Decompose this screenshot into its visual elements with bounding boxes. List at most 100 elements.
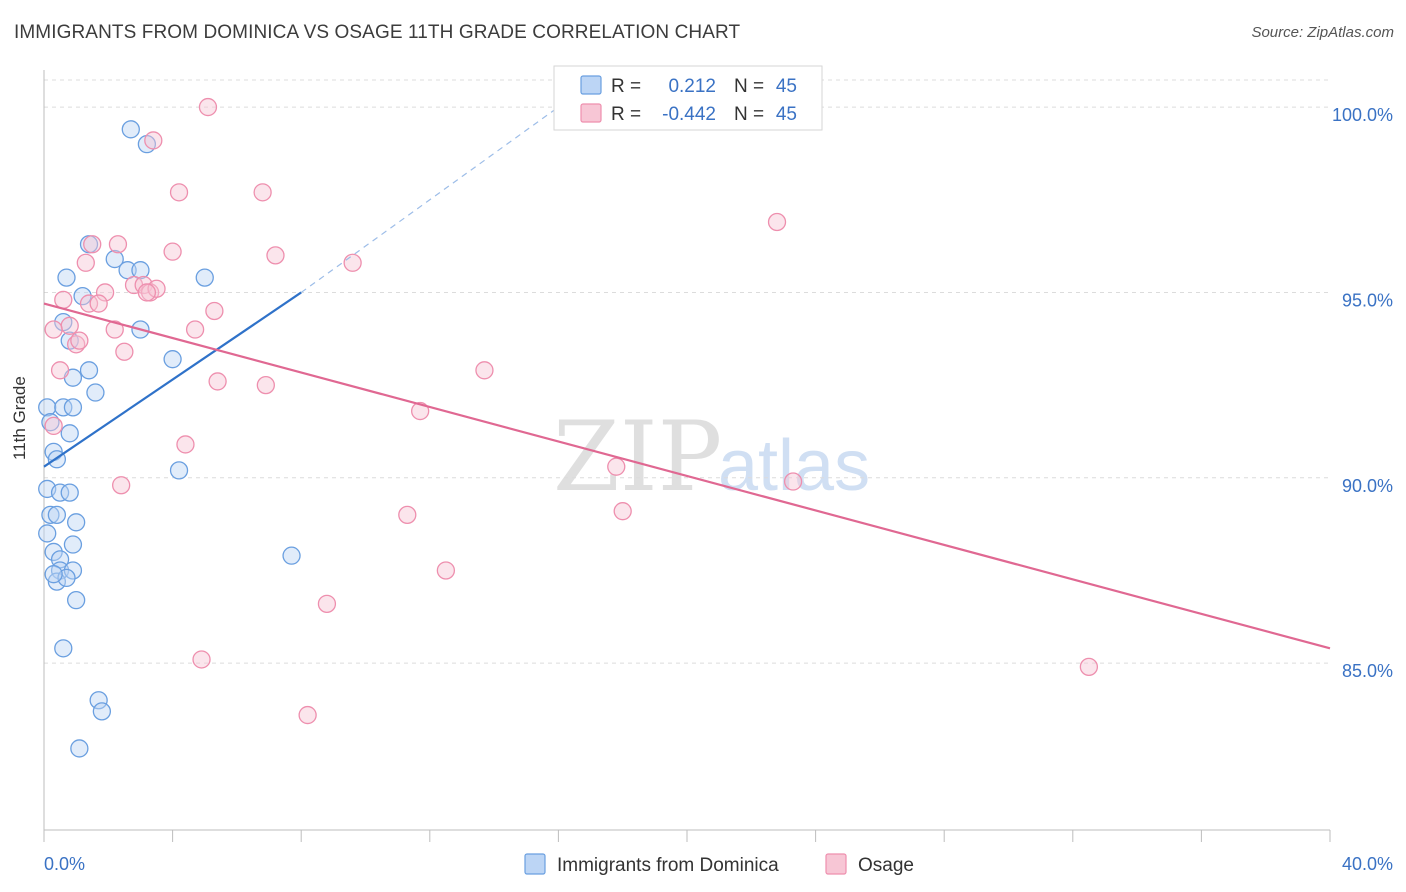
data-point (86, 383, 105, 402)
data-point (317, 594, 337, 614)
data-point (41, 505, 60, 525)
data-point (475, 361, 494, 380)
data-point (436, 561, 456, 580)
trend-line-dominica-extension (300, 106, 559, 293)
data-point (176, 435, 195, 454)
data-point (205, 301, 224, 321)
data-point (95, 283, 115, 302)
data-point (282, 546, 301, 565)
legend-r-value: 0.212 (668, 76, 716, 97)
legend-swatch (580, 75, 602, 95)
watermark-zip: ZIP (553, 401, 722, 513)
data-point (70, 739, 89, 758)
data-point (137, 283, 157, 302)
data-point (256, 375, 275, 395)
data-point (73, 286, 92, 306)
data-point (783, 472, 803, 491)
bottom-legend: Immigrants from Dominica Osage (524, 853, 914, 876)
legend-r-label: R = (611, 104, 641, 125)
data-point (79, 361, 99, 380)
data-point (343, 253, 362, 272)
data-point (105, 320, 124, 339)
data-point (298, 705, 317, 725)
data-point (60, 424, 79, 443)
y-tick-label: 95.0% (1342, 290, 1393, 310)
data-point (121, 120, 140, 139)
legend-swatch (580, 103, 602, 123)
data-point (398, 505, 417, 525)
data-point (44, 320, 63, 339)
data-point (47, 505, 67, 525)
data-point (38, 398, 57, 417)
data-point (411, 401, 430, 421)
data-point (76, 253, 95, 272)
data-point (613, 502, 632, 521)
x-tick-label-max: 40.0% (1342, 854, 1393, 874)
data-point (169, 183, 189, 202)
series-osage (44, 97, 1099, 725)
data-point (169, 461, 189, 480)
bottom-legend-swatch (524, 853, 546, 875)
data-point (54, 639, 73, 658)
data-point (185, 320, 205, 339)
data-point (89, 691, 108, 710)
y-tick-label: 90.0% (1342, 476, 1393, 496)
trend-line-dominica (43, 291, 302, 468)
data-point (163, 242, 182, 261)
data-point (1079, 657, 1099, 677)
y-tick-label: 85.0% (1342, 661, 1393, 681)
data-point (198, 97, 218, 117)
watermark-atlas: atlas (718, 426, 870, 506)
legend-n-label: N = (734, 104, 764, 125)
legend-r-value: -0.442 (662, 104, 716, 125)
data-point (115, 342, 134, 361)
data-point (112, 476, 131, 495)
data-point (60, 316, 79, 335)
data-point (67, 513, 86, 532)
trend-line-osage (43, 302, 1331, 650)
data-point (44, 416, 63, 436)
data-point (63, 535, 83, 554)
source-label: Source: ZipAtlas.com (1251, 24, 1394, 41)
data-point (83, 235, 102, 254)
data-point (60, 483, 79, 502)
data-point (607, 457, 626, 476)
data-point (144, 131, 163, 150)
data-point (105, 249, 124, 269)
series-dominica (38, 120, 301, 758)
data-point (63, 398, 83, 417)
x-tick-label-min: 0.0% (44, 854, 85, 874)
data-point (67, 590, 86, 610)
data-point (54, 290, 73, 310)
data-point (253, 183, 272, 202)
data-point (50, 483, 70, 502)
data-point (79, 294, 99, 313)
data-point (70, 331, 89, 350)
data-point (63, 561, 83, 580)
data-point (108, 235, 128, 254)
bottom-legend-swatch (825, 853, 847, 875)
data-point (163, 350, 182, 369)
data-point (767, 212, 787, 232)
data-point (57, 268, 76, 287)
bottom-legend-label: Osage (858, 855, 914, 876)
data-point (208, 372, 227, 391)
legend-n-value: 45 (776, 76, 797, 97)
legend: R = 0.212 N = 45 R = -0.442 N = 45 (553, 65, 823, 131)
legend-n-label: N = (734, 76, 764, 97)
data-point (54, 398, 73, 417)
data-point (195, 268, 214, 287)
bottom-legend-label: Immigrants from Dominica (557, 855, 779, 876)
data-point (44, 542, 63, 562)
data-point (89, 294, 108, 313)
legend-r-label: R = (611, 76, 641, 97)
legend-n-value: 45 (776, 104, 797, 125)
data-point (50, 361, 70, 380)
chart-title: IMMIGRANTS FROM DOMINICA VS OSAGE 11TH G… (14, 22, 741, 43)
data-point (92, 702, 112, 721)
data-point (192, 650, 211, 669)
data-point (38, 524, 57, 543)
data-point (266, 246, 285, 265)
data-point (147, 279, 166, 298)
